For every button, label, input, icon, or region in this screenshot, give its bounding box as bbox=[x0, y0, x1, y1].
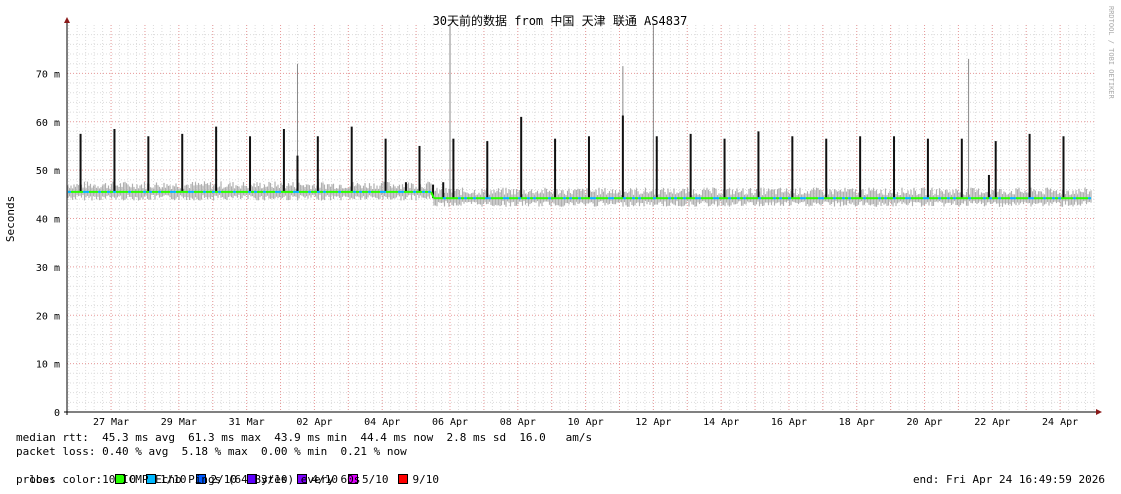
color-swatch bbox=[398, 474, 409, 484]
color-swatch bbox=[115, 474, 126, 484]
y-axis-label: Seconds bbox=[4, 196, 17, 242]
loss-color-item: 2/10 bbox=[196, 473, 237, 486]
x-tick-label: 27 Mar bbox=[93, 417, 129, 428]
median-rtt-stats: median rtt: 45.3 ms avg 61.3 ms max 43.9… bbox=[16, 431, 593, 444]
loss-color-item: 0 bbox=[115, 473, 136, 486]
loss-color-label-text: 1/10 bbox=[159, 473, 187, 486]
x-tick-label: 18 Apr bbox=[839, 417, 875, 428]
axes bbox=[64, 17, 1102, 415]
packet-loss-stats: packet loss: 0.40 % avg 5.18 % max 0.00 … bbox=[16, 445, 407, 458]
color-swatch bbox=[145, 474, 156, 484]
loss-color-item: 4/10 bbox=[297, 473, 338, 486]
x-tick-label: 29 Mar bbox=[161, 417, 197, 428]
grid bbox=[67, 25, 1095, 412]
loss-color-label-text: 0 bbox=[129, 473, 136, 486]
loss-color-item: 5/10 bbox=[347, 473, 389, 486]
x-tick-label: 31 Mar bbox=[229, 417, 265, 428]
x-tick-label: 10 Apr bbox=[568, 417, 604, 428]
loss-color-label-text: 2/10 bbox=[210, 473, 237, 486]
x-tick-label: 24 Apr bbox=[1042, 417, 1078, 428]
y-axis-arrow bbox=[64, 17, 70, 23]
loss-color-items: 0 1/10 2/10 3/10 4/10 5/10 9/10 bbox=[115, 473, 449, 486]
x-tick-label: 12 Apr bbox=[635, 417, 671, 428]
color-swatch bbox=[347, 474, 358, 484]
end-time: end: Fri Apr 24 16:49:59 2026 bbox=[912, 473, 1105, 486]
x-tick-label: 02 Apr bbox=[296, 417, 332, 428]
y-tick-label: 0 bbox=[54, 408, 60, 419]
loss-color-label-text: 9/10 bbox=[412, 473, 439, 486]
loss-color-label-text: 3/10 bbox=[260, 473, 288, 486]
rrdtool-watermark: RRDTOOL / TOBI OETIKER bbox=[1107, 6, 1115, 100]
color-swatch bbox=[297, 474, 308, 484]
y-tick-label: 50 m bbox=[36, 166, 60, 177]
loss-color-item: 3/10 bbox=[246, 473, 288, 486]
axis-labels: 0 10 m 20 m 30 m 40 m 50 m 60 m 70 m 27 Mar 29 Ma… bbox=[4, 6, 1115, 428]
x-tick-label: 04 Apr bbox=[364, 417, 400, 428]
loss-color-item: 9/10 bbox=[398, 473, 439, 486]
loss-color-legend: loss color: 0 1/10 2/10 3/10 4/10 5/10 9/10 bbox=[16, 459, 449, 487]
y-tick-label: 70 m bbox=[36, 69, 60, 80]
x-tick-label: 06 Apr bbox=[432, 417, 468, 428]
y-tick-label: 10 m bbox=[36, 360, 60, 371]
x-axis-arrow bbox=[1096, 409, 1102, 415]
median-line bbox=[68, 190, 1091, 200]
loss-color-label-text: 4/10 bbox=[311, 473, 338, 486]
smoke-band bbox=[67, 181, 1092, 207]
x-tick-label: 20 Apr bbox=[906, 417, 942, 428]
y-tick-label: 60 m bbox=[36, 118, 60, 129]
x-tick-label: 22 Apr bbox=[974, 417, 1010, 428]
color-swatch bbox=[246, 474, 257, 484]
loss-color-label-text: 5/10 bbox=[361, 473, 389, 486]
chart-title: 30天前的数据 from 中国 天津 联通 AS4837 bbox=[433, 13, 688, 28]
x-tick-label: 16 Apr bbox=[771, 417, 807, 428]
probe-info: probe: 10 ICMP Echo Pings (64 Bytes) eve… bbox=[16, 473, 361, 486]
y-tick-label: 30 m bbox=[36, 263, 60, 274]
y-tick-label: 20 m bbox=[36, 311, 60, 322]
x-tick-label: 14 Apr bbox=[703, 417, 739, 428]
color-swatch bbox=[196, 474, 207, 484]
loss-color-item: 1/10 bbox=[145, 473, 187, 486]
latency-chart: 0 10 m 20 m 30 m 40 m 50 m 60 m 70 m 27 Mar 29 Ma… bbox=[4, 6, 1115, 428]
x-tick-label: 08 Apr bbox=[500, 417, 536, 428]
median-segment bbox=[430, 191, 435, 199]
loss-color-label: loss color: bbox=[29, 473, 103, 486]
y-tick-label: 40 m bbox=[36, 215, 60, 226]
